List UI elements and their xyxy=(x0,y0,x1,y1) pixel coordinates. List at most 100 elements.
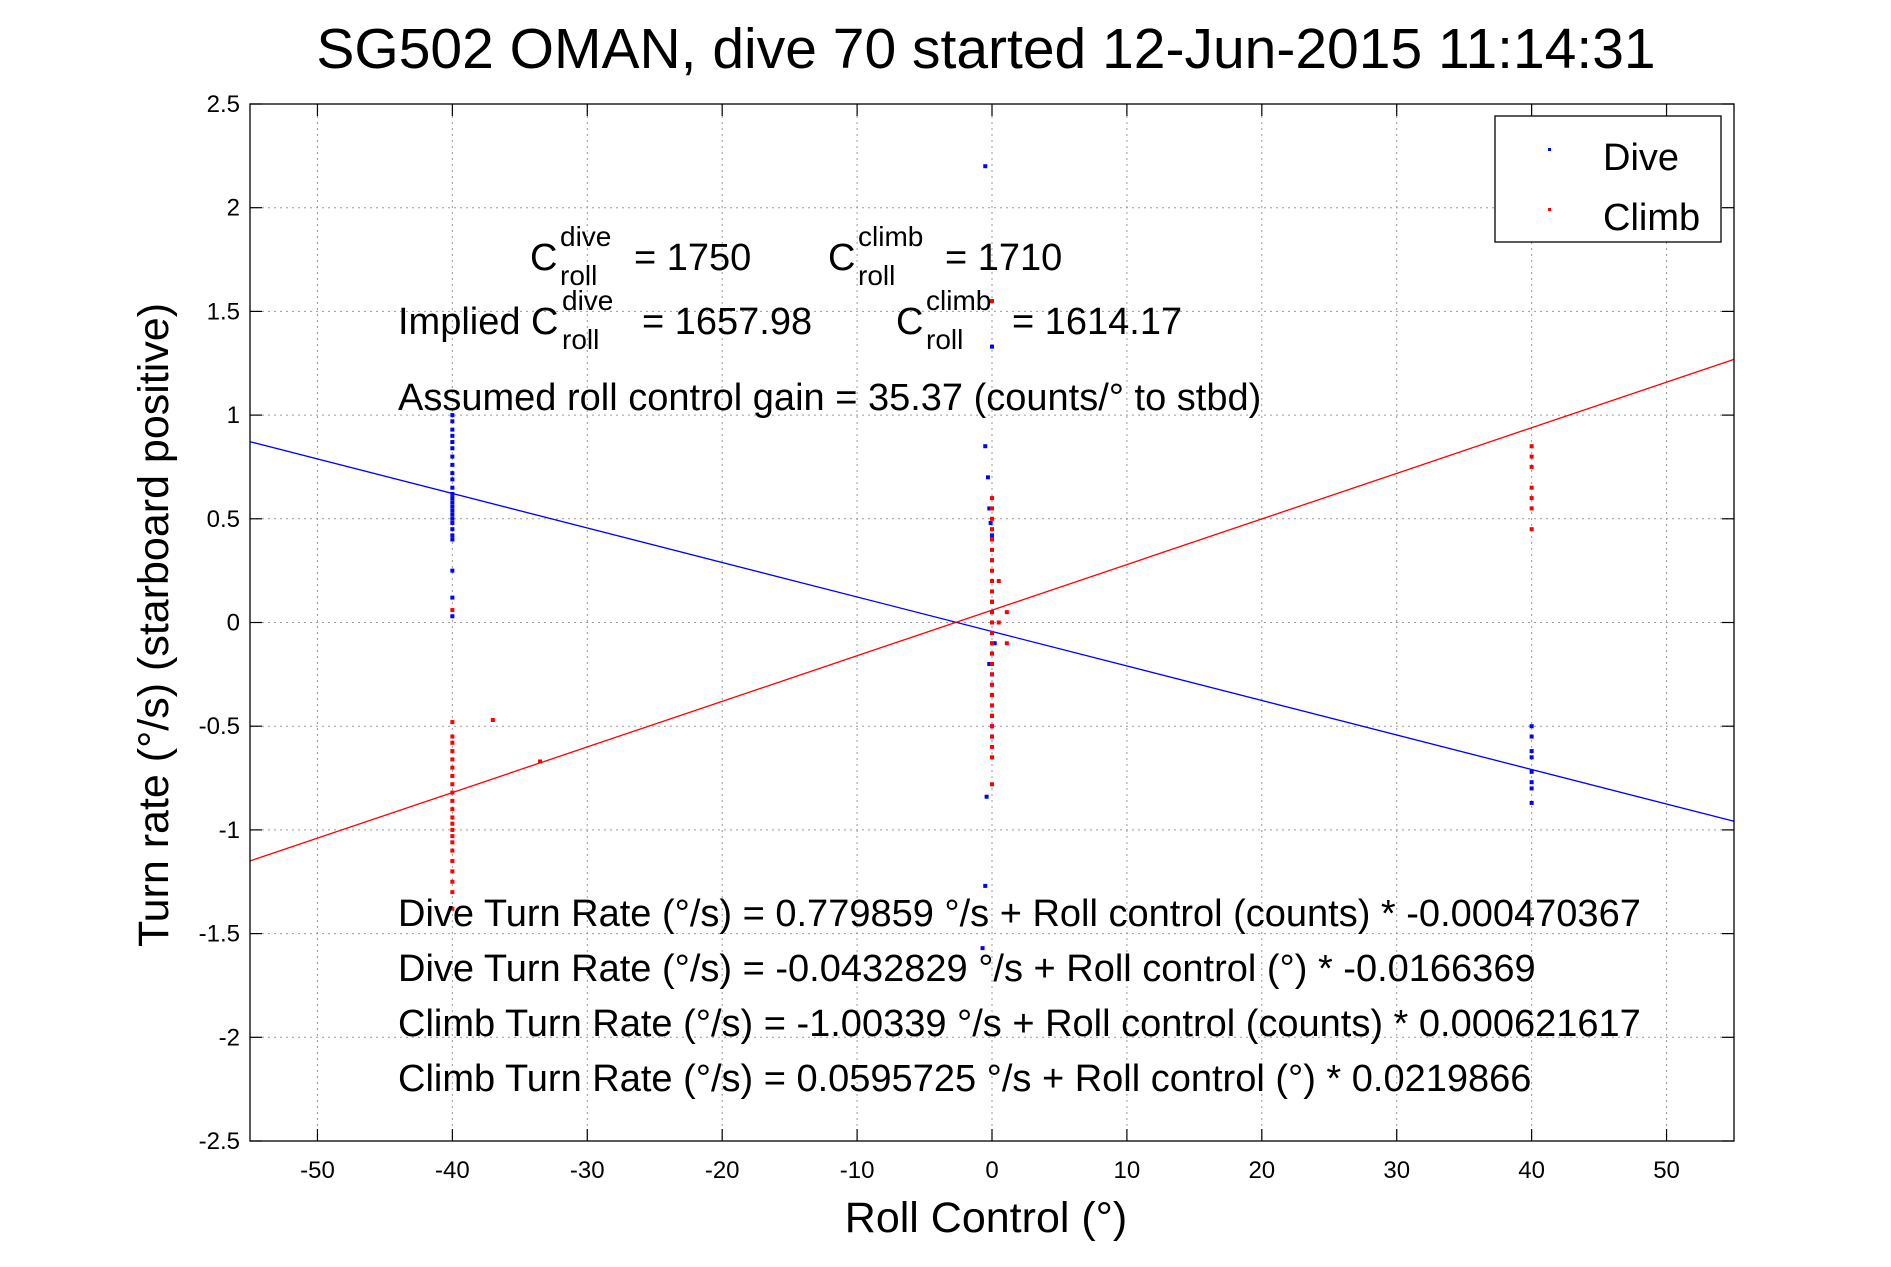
data-point xyxy=(450,568,455,573)
data-point xyxy=(1529,800,1534,805)
x-tick-label: 10 xyxy=(1114,1157,1141,1184)
data-point xyxy=(990,672,994,677)
data-point xyxy=(990,558,994,563)
legend: Dive Climb xyxy=(1494,115,1722,243)
data-point xyxy=(450,471,455,476)
data-point xyxy=(450,516,455,521)
data-point xyxy=(990,496,994,501)
data-point xyxy=(450,537,455,542)
data-point xyxy=(1529,485,1534,490)
data-point xyxy=(990,782,994,787)
annotation-prefix: C xyxy=(828,237,855,279)
data-point xyxy=(987,506,992,511)
y-tick-label: -2 xyxy=(219,1024,240,1051)
x-tick-label: -40 xyxy=(435,1157,470,1184)
annotation-sub: roll xyxy=(858,260,895,291)
data-point xyxy=(450,500,455,505)
annotation-sup: dive xyxy=(562,285,613,316)
data-point xyxy=(990,527,994,532)
annotation-implied-climb: C climb roll = 1614.17 xyxy=(896,285,1182,355)
x-tick-label: -20 xyxy=(705,1157,740,1184)
data-point xyxy=(450,840,455,845)
annotation-sub: roll xyxy=(926,324,963,355)
annotation-equation: Dive Turn Rate (°/s) = -0.0432829 °/s + … xyxy=(398,948,1536,990)
data-point xyxy=(450,446,455,451)
annotation-sup: climb xyxy=(858,221,923,252)
data-point xyxy=(1529,780,1534,785)
y-tick-label: -0.5 xyxy=(199,713,240,740)
data-point xyxy=(1529,496,1534,501)
data-point xyxy=(450,440,455,445)
data-point xyxy=(450,491,455,496)
x-tick-label: -10 xyxy=(840,1157,875,1184)
data-point xyxy=(990,661,994,666)
x-tick-label: -30 xyxy=(570,1157,605,1184)
annotation-equation: Climb Turn Rate (°/s) = -1.00339 °/s + R… xyxy=(398,1003,1641,1045)
data-point xyxy=(990,744,994,749)
y-tick-label: 0.5 xyxy=(207,506,240,533)
data-point xyxy=(450,477,455,482)
data-point xyxy=(450,859,455,864)
data-point xyxy=(450,527,455,532)
data-point xyxy=(450,485,455,490)
data-point xyxy=(1529,444,1534,449)
y-tick-label: 2.5 xyxy=(207,91,240,118)
data-point xyxy=(1529,749,1534,754)
data-point xyxy=(990,610,994,615)
annotation-equation: Climb Turn Rate (°/s) = 0.0595725 °/s + … xyxy=(398,1058,1531,1100)
annotation-sup: dive xyxy=(560,221,611,252)
data-point xyxy=(1529,769,1534,774)
data-point xyxy=(988,520,993,525)
data-point xyxy=(1529,786,1534,791)
data-point xyxy=(450,869,455,874)
data-point xyxy=(990,537,994,542)
legend-marker-dive xyxy=(1548,148,1551,151)
x-tick-label: 0 xyxy=(985,1157,998,1184)
data-point xyxy=(450,782,455,787)
data-point xyxy=(1004,610,1009,615)
data-point xyxy=(450,807,455,812)
y-axis-label: Turn rate (°/s) (starboard positive) xyxy=(130,303,178,947)
data-point xyxy=(996,579,1001,584)
data-point xyxy=(990,641,994,646)
data-point xyxy=(450,798,455,803)
annotation-sub: roll xyxy=(562,324,599,355)
data-point xyxy=(980,946,985,951)
data-point xyxy=(450,433,455,438)
data-point xyxy=(990,713,994,718)
data-point xyxy=(990,599,994,604)
y-tick-label: 1.5 xyxy=(207,298,240,325)
data-point xyxy=(1529,755,1534,760)
data-point xyxy=(990,682,994,687)
annotation-prefix: Implied C xyxy=(398,301,559,343)
data-point xyxy=(450,790,455,795)
y-tick-label: 1 xyxy=(227,402,240,429)
data-point xyxy=(990,630,994,635)
legend-label-climb: Climb xyxy=(1603,197,1700,239)
data-point xyxy=(450,906,455,911)
data-point xyxy=(450,749,455,754)
y-tick-label: 2 xyxy=(227,195,240,222)
annotation-gain: Assumed roll control gain = 35.37 (count… xyxy=(398,377,1261,419)
data-point xyxy=(450,848,455,853)
data-point xyxy=(450,815,455,820)
data-point xyxy=(450,427,455,432)
data-point xyxy=(990,651,994,656)
y-tick-label: -1 xyxy=(219,817,240,844)
x-axis-label: Roll Control (°) xyxy=(845,1194,1127,1242)
data-point xyxy=(996,620,1001,625)
data-point xyxy=(490,717,495,722)
annotation-value: = 1657.98 xyxy=(642,301,812,343)
data-point xyxy=(990,703,994,708)
annotation-equation: Dive Turn Rate (°/s) = 0.779859 °/s + Ro… xyxy=(398,893,1641,935)
y-tick-label: -2.5 xyxy=(199,1128,240,1155)
annotation-c-roll-climb: C climb roll = 1710 xyxy=(828,221,1062,291)
data-point xyxy=(985,475,990,480)
data-point xyxy=(450,533,455,538)
data-point xyxy=(450,720,455,725)
annotation-prefix: C xyxy=(530,237,557,279)
data-point xyxy=(1529,527,1534,532)
data-point xyxy=(450,419,455,424)
ticks: -50 -40 -30 -20 -10 0 10 20 30 40 50-2.5-2-1.5-1-0… xyxy=(199,91,1734,1184)
